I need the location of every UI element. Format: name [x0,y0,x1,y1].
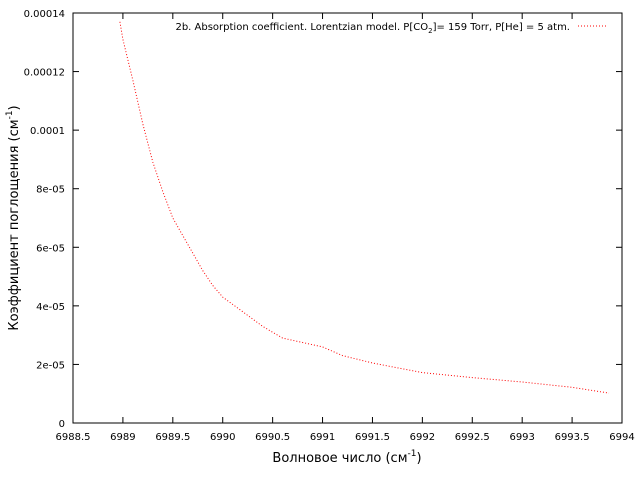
x-tick-label: 6993.5 [555,432,590,443]
y-tick-label: 8e-05 [36,185,65,196]
x-tick-label: 6990 [210,432,235,443]
legend: 2b. Absorption coefficient. Lorentzian m… [175,22,608,35]
y-tick-label: 6e-05 [36,243,65,254]
x-tick-label: 6994 [609,432,634,443]
y-tick-label: 0.00012 [24,68,65,79]
x-tick-label: 6990.5 [255,432,290,443]
y-axis-label: Коэффициент поглощения (см-1) [5,105,22,330]
x-axis-ticks: 6988.5 6989 6989.5 6990 6990.5 6991 6991.5 6992… [56,13,635,443]
y-tick-label: 0 [59,419,65,430]
y-tick-label: 2e-05 [36,360,65,371]
y-tick-label: 0.00014 [24,9,65,20]
series-line [119,21,610,394]
x-tick-label: 6993 [509,432,534,443]
x-tick-label: 6992 [410,432,435,443]
series-layer [119,21,610,394]
x-tick-label: 6992.5 [455,432,490,443]
x-tick-label: 6989.5 [155,432,190,443]
plot-frame [72,12,623,424]
legend-entry-label: 2b. Absorption coefficient. Lorentzian m… [175,22,570,35]
x-tick-label: 6989 [110,432,135,443]
y-tick-label: 4e-05 [36,302,65,313]
y-tick-label: 0.0001 [30,126,65,137]
x-tick-label: 6991 [310,432,335,443]
y-axis-ticks: 0 2e-05 4e-05 6e-05 8e-05 0.0001 0.00012 0.0001… [24,9,622,430]
x-tick-label: 6988.5 [56,432,91,443]
x-tick-label: 6991.5 [355,432,390,443]
x-axis-label: Волновое число (см-1) [272,449,421,466]
